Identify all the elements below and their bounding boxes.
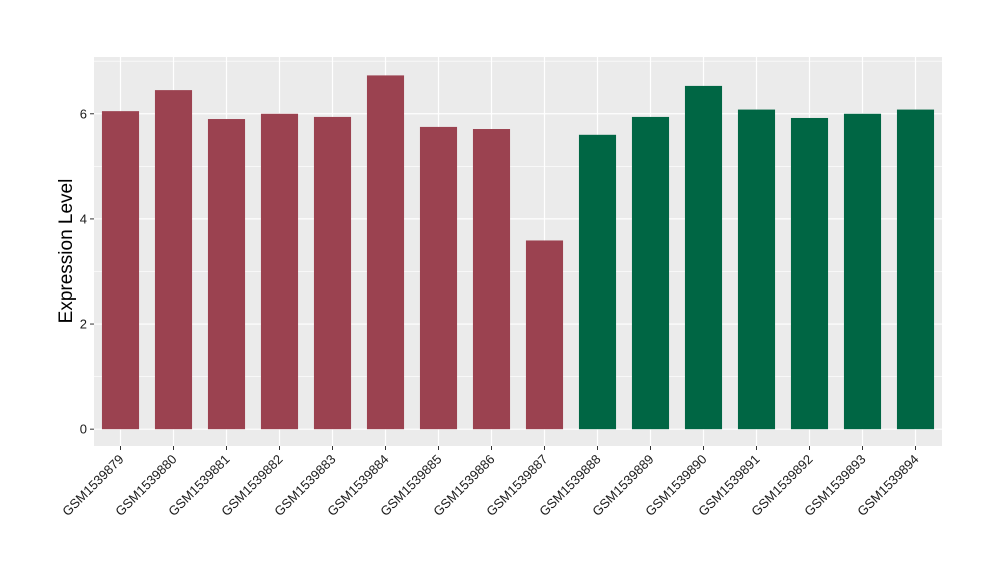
bar-GSM1539882 (260, 113, 299, 430)
y-axis-title: Expression Level (56, 179, 77, 324)
y-tick-label: 0 (80, 422, 87, 437)
bar-GSM1539894 (896, 109, 935, 430)
bar-GSM1539887 (525, 240, 564, 430)
y-tick-label: 6 (80, 106, 87, 121)
bar-GSM1539879 (101, 111, 140, 430)
bar-GSM1539891 (737, 109, 776, 430)
bar-GSM1539893 (843, 113, 882, 430)
bar-GSM1539883 (313, 116, 352, 430)
bar-GSM1539892 (790, 117, 829, 430)
bar-GSM1539889 (631, 116, 670, 430)
bar-GSM1539880 (154, 90, 193, 430)
bar-GSM1539886 (472, 129, 511, 430)
bar-GSM1539881 (207, 119, 246, 430)
bar-GSM1539885 (419, 126, 458, 430)
x-axis: GSM1539879GSM1539880GSM1539881GSM1539882… (59, 446, 922, 519)
y-tick-label: 4 (80, 211, 87, 226)
bar-GSM1539884 (366, 75, 405, 430)
bar-GSM1539888 (578, 134, 617, 430)
bars (101, 75, 935, 430)
y-axis: 0 2 4 6 (80, 106, 94, 437)
bar-GSM1539890 (684, 85, 723, 430)
y-tick-label: 2 (80, 317, 87, 332)
